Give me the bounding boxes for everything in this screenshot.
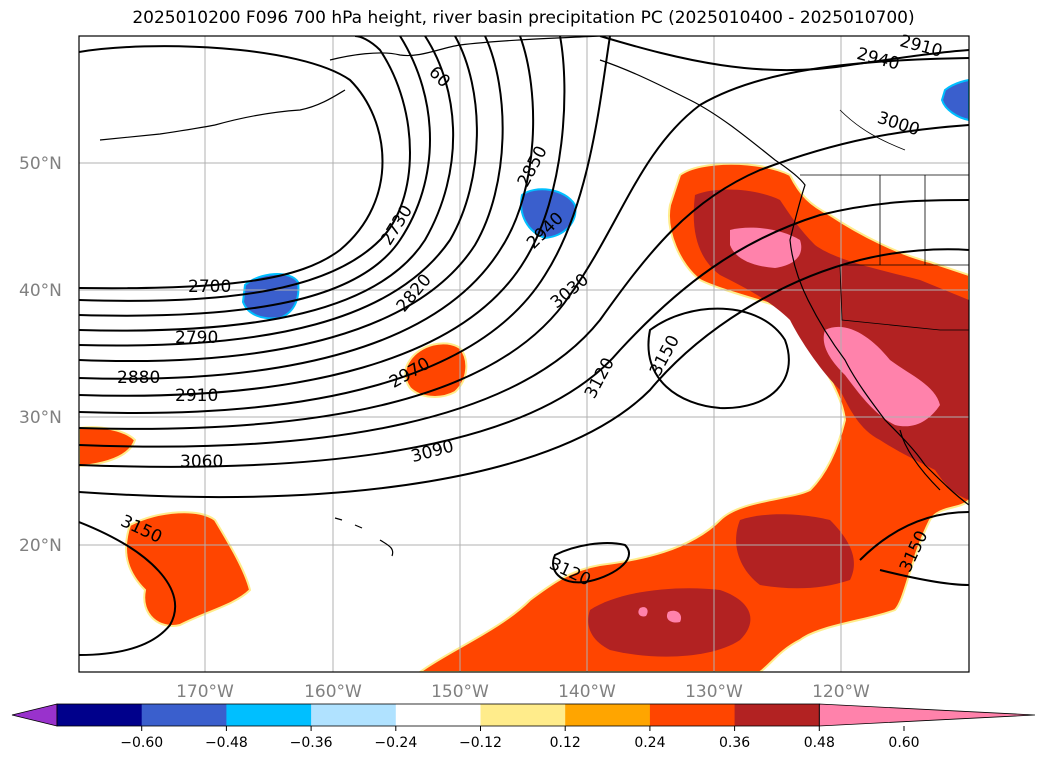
contour-label: 2880 (117, 368, 160, 388)
colorbar-extend-high (818, 703, 1036, 727)
map-gridlines (79, 36, 969, 672)
lat-label: 30°N (19, 408, 62, 428)
precip-negative-shading (241, 78, 969, 320)
colorbar-tick-label: 0.12 (550, 735, 581, 751)
colorbar-segment (226, 704, 312, 726)
colorbar-tick-label: −0.12 (459, 735, 502, 751)
colorbar-tick-label: 0.60 (888, 735, 919, 751)
colorbar-segment (734, 704, 820, 726)
lon-label: 130°W (685, 682, 743, 702)
colorbar-tick-label: −0.48 (205, 735, 248, 751)
lat-label: 20°N (19, 536, 62, 556)
colorbar-segment (311, 704, 397, 726)
political-borders (800, 109, 969, 331)
colorbar-segment (141, 704, 227, 726)
colorbar-tick-label: 0.24 (634, 735, 665, 751)
contour-label: 2910 (175, 386, 218, 406)
lat-label: 40°N (19, 281, 62, 301)
lon-label: 170°W (176, 682, 234, 702)
lon-label: 150°W (431, 682, 489, 702)
colorbar-tick-label: −0.24 (374, 735, 417, 751)
lon-label: 140°W (558, 682, 616, 702)
colorbar-segment (57, 704, 143, 726)
colorbar-tick-label: 0.36 (719, 735, 750, 751)
contour-label: 2790 (175, 328, 218, 348)
colorbar-segment (395, 704, 481, 726)
colorbar-segment (649, 704, 736, 726)
colorbar-outline (56, 703, 820, 727)
map-frame (78, 35, 970, 673)
height-contours (79, 36, 969, 656)
colorbar-tick-label: 0.48 (804, 735, 835, 751)
colorbar-tick-label: −0.36 (290, 735, 333, 751)
lon-label: 160°W (304, 682, 362, 702)
colorbar-segment (565, 704, 651, 726)
colorbar-segment (480, 704, 566, 726)
coastlines (99, 36, 969, 557)
contour-label: 2700 (188, 277, 231, 297)
colorbar: −0.60 −0.48 −0.36 −0.24 −0.12 0.12 0.24 0.36 0.4… (11, 703, 1036, 751)
contour-label: 3060 (180, 452, 223, 472)
colorbar-extend-low (11, 703, 58, 727)
colorbar-tick-label: −0.60 (120, 735, 163, 751)
lat-label: 50°N (19, 154, 62, 174)
lon-label: 120°W (812, 682, 870, 702)
map-title: 2025010200 F096 700 hPa height, river ba… (132, 8, 915, 28)
latitude-labels: 50°N 40°N 30°N 20°N (19, 154, 62, 556)
longitude-labels: 170°W 160°W 150°W 140°W 130°W 120°W (176, 682, 870, 702)
